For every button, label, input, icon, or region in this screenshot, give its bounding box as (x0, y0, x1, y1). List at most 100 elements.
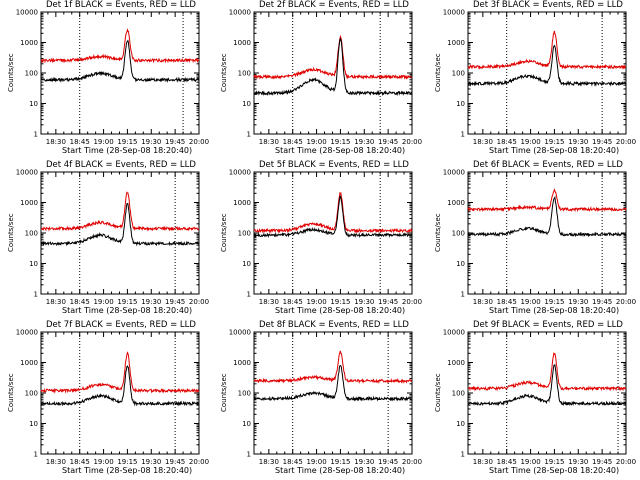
x-tick-label: 20:00 (616, 138, 636, 146)
chart-title: Det 6f BLACK = Events, RED = LLD (473, 160, 623, 170)
y-tick-label: 1000 (447, 359, 465, 367)
x-tick-label: 20:00 (189, 298, 209, 306)
detector-panel: Det 1f BLACK = Events, RED = LLD Counts/s… (0, 0, 213, 160)
events-series-line (467, 364, 627, 407)
y-tick-label: 1000 (233, 199, 251, 207)
y-tick-label: 100 (238, 230, 251, 238)
x-tick-label: 19:15 (544, 298, 564, 306)
x-tick-label: 19:30 (354, 138, 374, 146)
y-tick-label: 1000 (20, 359, 38, 367)
x-tick-label: 19:15 (544, 138, 564, 146)
detector-panel: Det 7f BLACK = Events, RED = LLD Counts/s… (0, 320, 213, 480)
y-tick-label: 10000 (229, 329, 251, 337)
events-series-line (467, 44, 627, 87)
y-tick-label: 1 (461, 131, 465, 139)
detector-panel: Det 8f BLACK = Events, RED = LLD Counts/s… (213, 320, 426, 480)
y-tick-label: 10000 (16, 9, 38, 17)
plot-area: 1 10 100 1000 10000 18:30 18:45 19:00 19:15 19:30… (16, 329, 209, 467)
x-axis-label: Start Time (28-Sep-08 18:20:40) (275, 466, 406, 475)
plot-frame (253, 11, 413, 135)
y-tick-label: 1 (247, 451, 251, 459)
x-tick-label: 19:30 (141, 458, 161, 466)
x-tick-label: 19:15 (330, 138, 350, 146)
x-tick-label: 18:30 (259, 298, 279, 306)
x-tick-label: 19:30 (354, 298, 374, 306)
events-series-line (41, 39, 200, 83)
x-tick-label: 18:45 (70, 138, 90, 146)
y-tick-label: 10 (456, 420, 465, 428)
x-tick-label: 18:45 (70, 458, 90, 466)
plot-area: 1 10 100 1000 10000 18:30 18:45 19:00 19:15 19:30… (443, 329, 636, 467)
detector-panel: Det 2f BLACK = Events, RED = LLD Counts/s… (213, 0, 426, 160)
x-tick-label: 18:45 (283, 138, 303, 146)
detector-panel: Det 6f BLACK = Events, RED = LLD Counts/s… (427, 160, 640, 320)
x-tick-label: 19:45 (378, 298, 398, 306)
x-tick-label: 19:45 (592, 138, 612, 146)
x-tick-label: 19:30 (568, 298, 588, 306)
y-tick-label: 100 (25, 230, 38, 238)
x-tick-label: 19:00 (306, 458, 326, 466)
x-tick-label: 19:00 (520, 138, 540, 146)
x-tick-label: 19:45 (592, 458, 612, 466)
x-axis-label: Start Time (28-Sep-08 18:20:40) (62, 306, 193, 315)
plot-area: 1 10 100 1000 10000 18:30 18:45 19:00 19:15 19:30… (229, 9, 422, 147)
y-tick-label: 1 (247, 131, 251, 139)
y-tick-label: 10 (242, 260, 251, 268)
x-axis-label: Start Time (28-Sep-08 18:20:40) (489, 146, 620, 155)
x-tick-label: 18:30 (473, 458, 493, 466)
x-tick-label: 19:00 (306, 298, 326, 306)
x-tick-label: 18:30 (473, 298, 493, 306)
lld-series-line (40, 27, 200, 64)
x-tick-label: 18:45 (70, 298, 90, 306)
x-tick-label: 19:30 (568, 458, 588, 466)
x-tick-label: 18:45 (283, 458, 303, 466)
x-tick-label: 20:00 (402, 138, 422, 146)
chart-title: Det 1f BLACK = Events, RED = LLD (46, 0, 196, 10)
x-axis-label: Start Time (28-Sep-08 18:20:40) (275, 306, 406, 315)
chart-title: Det 8f BLACK = Events, RED = LLD (259, 320, 409, 330)
x-tick-label: 20:00 (402, 298, 422, 306)
y-tick-label: 10 (29, 420, 38, 428)
events-series-line (40, 202, 200, 247)
x-tick-label: 19:15 (117, 458, 137, 466)
detector-panel: Det 3f BLACK = Events, RED = LLD Counts/s… (427, 0, 640, 160)
x-tick-label: 19:15 (544, 458, 564, 466)
y-tick-label: 10000 (16, 329, 38, 337)
y-tick-label: 100 (452, 230, 465, 238)
y-tick-label: 100 (238, 390, 251, 398)
x-tick-label: 18:30 (259, 138, 279, 146)
y-tick-label: 1 (461, 291, 465, 299)
events-series-line (253, 195, 413, 239)
x-tick-label: 19:30 (354, 458, 374, 466)
x-tick-label: 19:30 (568, 138, 588, 146)
x-tick-label: 18:30 (473, 138, 493, 146)
x-tick-label: 19:15 (117, 138, 137, 146)
x-tick-label: 19:30 (141, 298, 161, 306)
events-series-line (253, 37, 413, 97)
x-tick-label: 20:00 (189, 458, 209, 466)
x-tick-label: 19:00 (520, 298, 540, 306)
x-tick-label: 19:15 (330, 298, 350, 306)
x-tick-label: 18:45 (497, 138, 517, 146)
x-tick-label: 19:45 (592, 298, 612, 306)
plot-frame (253, 171, 413, 295)
lld-series-line (253, 350, 412, 385)
y-tick-label: 1000 (233, 359, 251, 367)
y-tick-label: 10 (29, 260, 38, 268)
y-tick-label: 1000 (20, 39, 38, 47)
x-tick-label: 20:00 (616, 298, 636, 306)
chart-title: Det 5f BLACK = Events, RED = LLD (259, 160, 409, 170)
lld-series-line (253, 34, 413, 80)
lld-series-line (253, 191, 413, 234)
plot-area: 1 10 100 1000 10000 18:30 18:45 19:00 19:15 19:30… (16, 9, 209, 147)
x-tick-label: 19:00 (93, 458, 113, 466)
x-axis-label: Start Time (28-Sep-08 18:20:40) (489, 466, 620, 475)
y-tick-label: 100 (25, 70, 38, 78)
x-tick-label: 19:45 (165, 298, 185, 306)
y-tick-label: 10 (242, 420, 251, 428)
x-axis-label: Start Time (28-Sep-08 18:20:40) (275, 146, 406, 155)
chart-title: Det 9f BLACK = Events, RED = LLD (473, 320, 623, 330)
plot-area: 1 10 100 1000 10000 18:30 18:45 19:00 19:15 19:30… (443, 169, 636, 307)
detector-panel: Det 5f BLACK = Events, RED = LLD Counts/s… (213, 160, 426, 320)
